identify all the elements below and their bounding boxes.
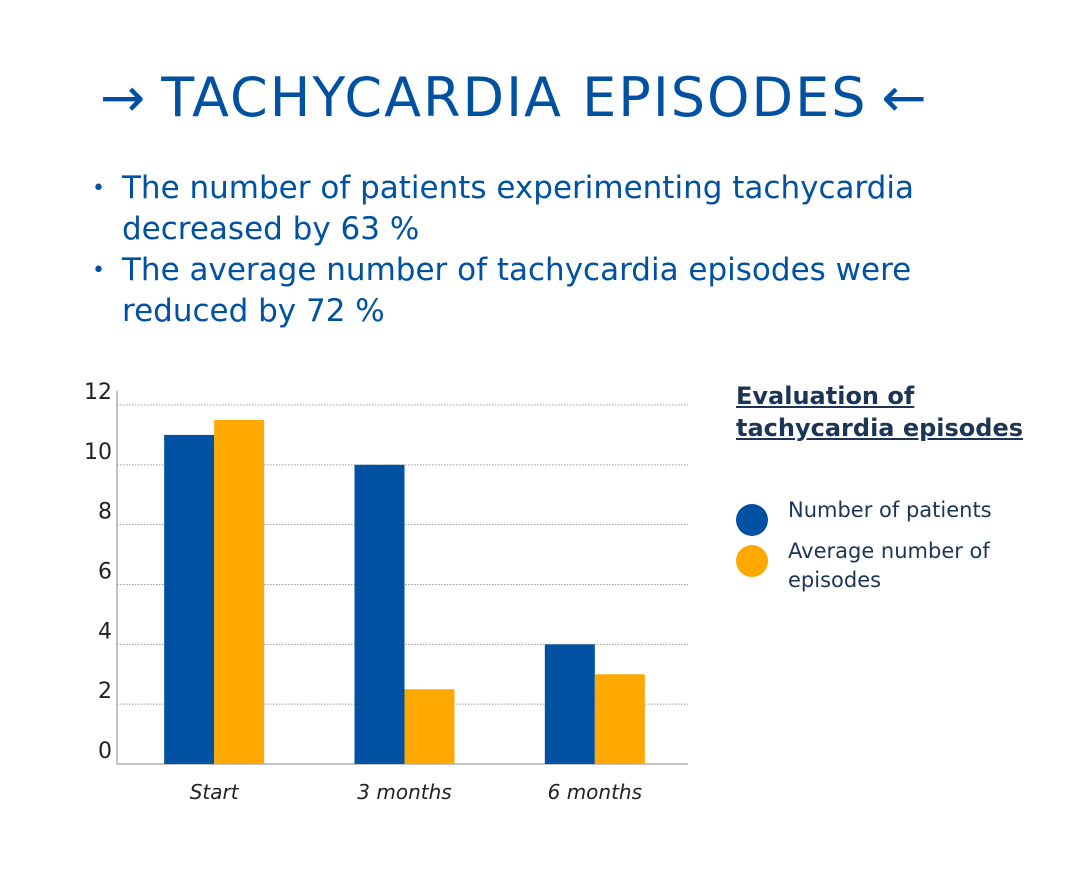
y-tick-label: 8 — [98, 500, 112, 525]
bullet-list: • The number of patients experimenting t… — [88, 168, 1018, 332]
bullet-text: The number of patients experimenting tac… — [122, 170, 914, 247]
y-tick-label: 4 — [98, 619, 112, 644]
bar-patients — [544, 644, 595, 764]
legend-item-patients: Number of patients — [736, 496, 1028, 536]
legend-swatch-patients — [736, 504, 768, 536]
bar-episodes — [214, 419, 265, 764]
bar-patients — [354, 464, 405, 764]
bullet-item: • The average number of tachycardia epis… — [88, 250, 1018, 332]
y-tick-label: 10 — [84, 440, 112, 465]
x-tick-label: 6 months — [548, 780, 642, 804]
y-tick-label: 12 — [84, 380, 112, 405]
chart-legend: Evaluation of tachycardia episodes Numbe… — [736, 380, 1056, 607]
x-tick-label: Start — [190, 780, 240, 804]
x-tick-label: 3 months — [357, 780, 451, 804]
bullet-dot: • — [92, 176, 105, 201]
legend-label-patients: Number of patients — [788, 498, 992, 522]
bar-episodes — [594, 674, 645, 764]
y-tick-label: 0 — [98, 739, 112, 764]
title-text: TACHYCARDIA EPISODES — [161, 66, 868, 129]
y-tick-label: 2 — [98, 679, 112, 704]
bullet-text: The average number of tachycardia episod… — [122, 252, 912, 329]
bullet-item: • The number of patients experimenting t… — [88, 168, 1018, 250]
bar-chart: 0 2 4 6 8 10 12 Start 3 months 6 months — [84, 380, 688, 804]
bullet-dot: • — [92, 258, 105, 283]
legend-swatch-episodes — [736, 545, 768, 577]
legend-label-episodes: Average number of episodes — [788, 539, 990, 592]
legend-title: Evaluation of tachycardia episodes — [736, 382, 1024, 442]
legend-item-episodes: Average number of episodes — [736, 537, 1028, 595]
y-tick-label: 6 — [98, 560, 112, 585]
page-title: → TACHYCARDIA EPISODES ← — [86, 66, 943, 129]
bar-episodes — [404, 689, 455, 764]
arrow-left-icon: ← — [881, 66, 929, 129]
arrow-right-icon: → — [100, 66, 148, 129]
bar-patients — [164, 434, 215, 764]
